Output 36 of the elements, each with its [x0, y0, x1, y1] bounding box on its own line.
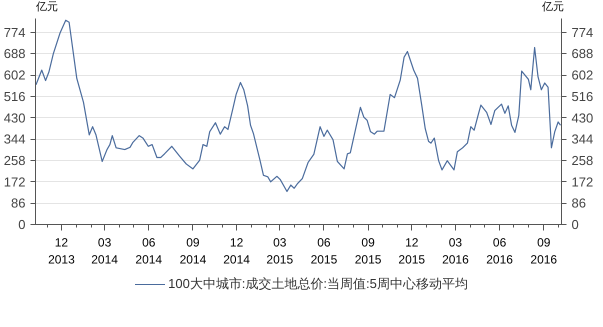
x-tick-label: 09 2015 — [354, 236, 382, 266]
y2-tick-label: 430 — [572, 110, 594, 126]
x-tick-label: 03 2014 — [91, 236, 118, 266]
y-tick-label: 172 — [4, 174, 26, 190]
y-tick-label: 344 — [4, 132, 26, 147]
y2-tick-label: 774 — [572, 24, 594, 40]
y2-tick-label: 344 — [572, 132, 594, 147]
x-tick-label: 12 2015 — [398, 236, 426, 266]
x-tick-label: 09 2016 — [530, 236, 558, 266]
x-tick-label: 12 2013 — [48, 236, 76, 266]
y2-tick-label: 86 — [572, 196, 586, 211]
y-tick-label: 602 — [4, 68, 26, 83]
x-tick-label: 12 2014 — [223, 236, 250, 266]
y-tick-label: 430 — [4, 110, 26, 126]
x-tick-label: 09 2014 — [180, 236, 207, 266]
y-axis-title: 亿元 — [36, 0, 58, 15]
y-tick-label: 258 — [4, 152, 26, 168]
y2-tick-label: 602 — [572, 68, 594, 83]
y-tick-label: 0 — [18, 217, 26, 232]
y2-tick-label: 0 — [572, 217, 579, 232]
y2-tick-label: 516 — [572, 88, 594, 104]
y-tick-label: 86 — [11, 196, 26, 211]
x-tick-label: 06 2015 — [310, 236, 338, 266]
x-tick-label: 03 2015 — [266, 236, 294, 266]
y2-tick-label: 172 — [572, 174, 594, 190]
y-tick-label: 516 — [4, 88, 26, 104]
y2-axis-title: 亿元 — [542, 0, 564, 15]
x-tick-label: 03 2016 — [442, 236, 470, 266]
y-tick-label: 774 — [4, 24, 26, 40]
line-series — [36, 20, 562, 192]
y2-tick-label: 258 — [572, 152, 594, 168]
x-tick-label: 06 2016 — [486, 236, 514, 266]
legend-label: 100大中城市:成交土地总价:当周值:5周中心移动平均 — [168, 276, 468, 291]
x-tick-label: 06 2014 — [135, 236, 162, 266]
y-tick-label: 688 — [4, 46, 26, 62]
y2-tick-label: 688 — [572, 46, 594, 62]
